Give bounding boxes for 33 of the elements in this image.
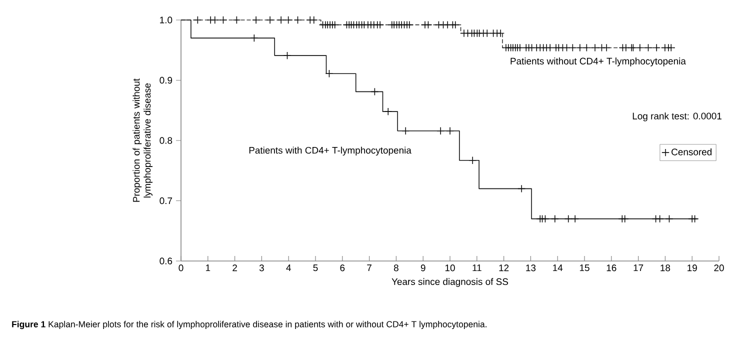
x-tick-label: 8: [394, 264, 398, 272]
x-axis-title: Years since diagnosis of SS: [392, 278, 508, 287]
x-tick-label: 2: [232, 264, 237, 272]
x-tick-label: 9: [420, 264, 426, 272]
annotation: Log rank test: 0.0001: [632, 112, 722, 122]
x-tick-label: 18: [660, 264, 670, 272]
y-axis-title: Proportion of patients without lymphoproliferative disease: [132, 78, 153, 202]
x-tick-label: 16: [606, 264, 616, 272]
y-tick-label: 0.9: [160, 76, 172, 84]
x-tick-label: 5: [313, 264, 318, 272]
x-tick-label: 4: [286, 264, 291, 272]
x-tick-label: 1: [206, 264, 210, 272]
y-tick-label: 1.0: [160, 16, 172, 24]
x-tick-label: 19: [688, 264, 697, 272]
text: Figure 1 Kaplan-Meier plots for the risk of lymphoproliferative disease in patients with or without CD4+ T lymphocytopenia.: [12, 320, 486, 330]
x-tick-label: 14: [553, 264, 563, 272]
x-tick-label: 20: [714, 264, 724, 272]
y-tick-label: 0.8: [160, 137, 172, 144]
x-tick-label: 17: [634, 264, 644, 272]
y-tick-label: 0.7: [160, 197, 172, 204]
x-tick-label: 7: [367, 264, 372, 272]
series-label: Patients with CD4+ T-lymphocytopenia: [249, 146, 412, 156]
x-tick-label: 0: [178, 264, 184, 272]
x-tick-label: 3: [259, 264, 264, 272]
x-tick-label: 13: [526, 264, 536, 272]
series-label: Patients without CD4+ T-lymphocytopenia: [510, 58, 686, 66]
x-tick-label: 15: [580, 264, 590, 272]
x-tick-label: 12: [499, 264, 509, 272]
y-tick-label: 0.6: [160, 258, 172, 264]
x-tick-label: 10: [445, 264, 455, 272]
legend-label: Censored: [672, 148, 712, 156]
x-tick-label: 11: [472, 264, 482, 272]
x-tick-label: 6: [340, 264, 345, 272]
